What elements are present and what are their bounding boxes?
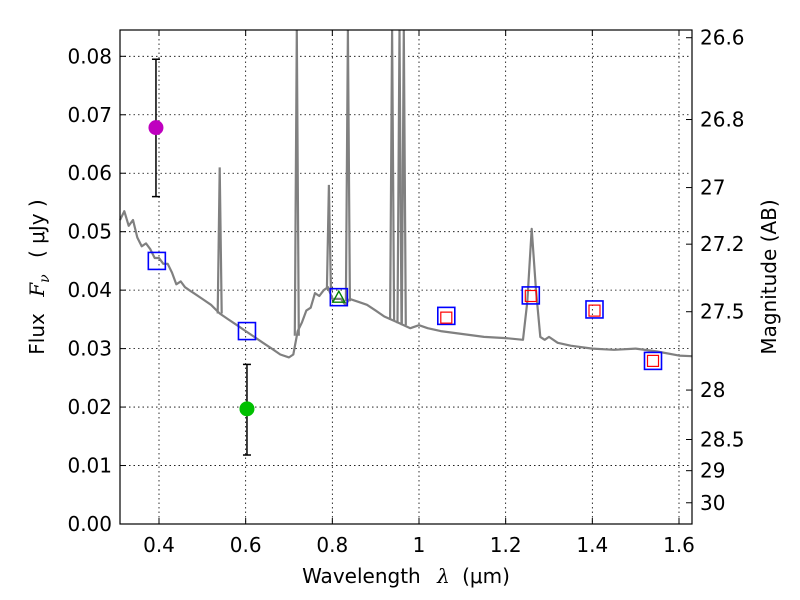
- y2-tick-label: 28.5: [700, 427, 745, 451]
- axis-ticks: 0.4 0.6 0.8 1 1.2 1.4 1.6 0.00 0.01 0.02 0.03 0.04 0…: [67, 26, 744, 557]
- y-axis-label-symbol: F: [25, 282, 49, 298]
- data-markers: [147, 58, 663, 456]
- x-axis-label-symbol: λ: [436, 564, 450, 588]
- observed-flux-triangle: [331, 289, 347, 303]
- plot-frame: [119, 29, 693, 525]
- y2-tick-label: 29: [700, 459, 725, 483]
- y2-tick-label: 30: [700, 491, 725, 515]
- x-tick-label: 1: [413, 533, 426, 557]
- x-tick-label: 0.8: [316, 533, 348, 557]
- y-tick-label: 0.00: [67, 512, 112, 536]
- x-axis-label-unit: (μm): [462, 564, 510, 588]
- y2-tick-label: 27: [700, 176, 725, 200]
- x-tick-label: 1.4: [576, 533, 608, 557]
- model-flux-square: [436, 306, 456, 326]
- y2-tick-label: 27.5: [700, 300, 745, 324]
- observed-flux-square: [524, 289, 537, 303]
- y-tick-label: 0.01: [67, 454, 112, 478]
- spectrum-emission-line: [216, 167, 223, 314]
- y-tick-label: 0.02: [67, 395, 112, 419]
- y-axis-label-unit: ( μJy ): [25, 199, 49, 258]
- observed-flux-square: [646, 354, 660, 367]
- y-axis-label-subscript: ν: [37, 274, 53, 283]
- spectrum-layer: [119, 29, 693, 359]
- x-axis-label-text: Wavelength: [302, 564, 421, 588]
- y2-tick-label: 26.8: [700, 108, 745, 132]
- photometry-point: [148, 120, 164, 136]
- y-axis-label-text: Flux: [25, 313, 49, 355]
- y-tick-label: 0.08: [67, 44, 112, 68]
- y-tick-label: 0.07: [67, 103, 112, 127]
- spectrum-continuum: [119, 210, 693, 359]
- spectrum-emission-line: [344, 29, 351, 302]
- observed-flux-square: [588, 304, 601, 317]
- x-axis-label: Wavelength λ (μm): [302, 564, 510, 588]
- x-tick-label: 0.4: [143, 533, 175, 557]
- y2-tick-label: 26.6: [700, 26, 745, 50]
- spectrum-emission-line: [396, 29, 403, 324]
- model-flux-square: [643, 351, 663, 371]
- model-flux-square: [147, 251, 167, 271]
- y2-tick-label: 27.2: [700, 232, 745, 256]
- photometry-point: [239, 401, 255, 417]
- model-flux-square: [521, 286, 541, 305]
- y-tick-label: 0.03: [67, 337, 112, 361]
- model-flux-square: [329, 287, 349, 307]
- y-axis-label: Flux Fν ( μJy ): [25, 199, 54, 354]
- spectrum-emission-line: [400, 29, 407, 326]
- y2-tick-label: 28: [700, 378, 725, 402]
- model-flux-square: [237, 321, 257, 341]
- x-tick-label: 0.6: [230, 533, 262, 557]
- observed-flux-square: [440, 311, 453, 324]
- x-tick-label: 1.2: [490, 533, 522, 557]
- spectrum-emission-line: [325, 184, 332, 290]
- model-flux-square: [585, 300, 604, 319]
- y-tick-label: 0.05: [67, 220, 112, 244]
- x-tick-label: 1.6: [663, 533, 695, 557]
- spectrum-emission-line: [389, 29, 396, 321]
- y2-axis-label: Magnitude (AB): [757, 199, 781, 354]
- y-tick-label: 0.06: [67, 161, 112, 185]
- y-tick-label: 0.04: [67, 278, 112, 302]
